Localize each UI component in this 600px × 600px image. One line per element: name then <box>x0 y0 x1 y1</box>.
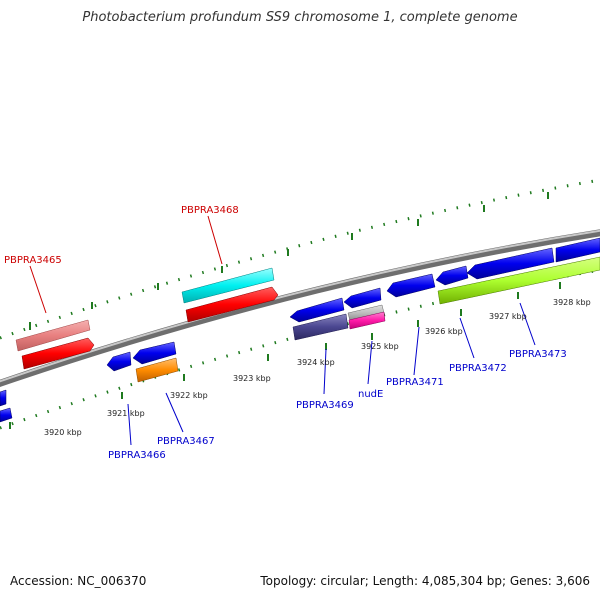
gene-arrow-pbpra3469-navy[interactable] <box>292 313 349 341</box>
gene-arrow-pbpra3473[interactable] <box>466 247 555 280</box>
scale-label: 3925 kbp <box>361 342 399 351</box>
gene-arrow-left-edge[interactable] <box>0 389 7 407</box>
kbp-tick-marks <box>9 282 561 429</box>
gene-arrow-pbpra3465[interactable] <box>21 337 95 370</box>
gene-label-nude[interactable]: nudE <box>358 389 383 400</box>
gene-label-pbpra3466[interactable]: PBPRA3466 <box>108 450 166 461</box>
upper-tick-track <box>0 178 600 340</box>
gene-arrow-pbpra3466[interactable] <box>106 351 132 372</box>
gene-arrow-nude-magenta[interactable] <box>348 311 386 330</box>
map-title: Photobacterium profundum SS9 chromosome … <box>82 10 518 25</box>
gene-arrow-pbpra3473-lime[interactable] <box>437 256 600 305</box>
gene-label-pbpra3469[interactable]: PBPRA3469 <box>296 400 354 411</box>
gene-arrow-pbpra3472[interactable] <box>435 265 469 286</box>
scale-label: 3928 kbp <box>553 298 591 307</box>
scale-label: 3922 kbp <box>170 391 208 400</box>
gene-arrow-pbpra3467-orange[interactable] <box>135 357 179 383</box>
gene-arrow-pbpra3468[interactable] <box>185 286 279 323</box>
scale-label: 3921 kbp <box>107 409 145 418</box>
genome-summary-text: Topology: circular; Length: 4,085,304 bp… <box>260 574 590 588</box>
gene-arrow-pbpra3468-cyan[interactable] <box>181 267 275 304</box>
gene-label-pbpra3467[interactable]: PBPRA3467 <box>157 436 215 447</box>
gene-label-pbpra3468[interactable]: PBPRA3468 <box>181 205 239 216</box>
scale-label: 3923 kbp <box>233 374 271 383</box>
scale-label: 3927 kbp <box>489 312 527 321</box>
gene-arrow-nude[interactable] <box>343 287 382 309</box>
gene-arrow-pbpra3467[interactable] <box>132 341 177 365</box>
upper-tick-marks <box>29 192 549 330</box>
gene-arrow-pbpra3469[interactable] <box>289 297 345 323</box>
scale-label: 3920 kbp <box>44 428 82 437</box>
gene-arrow-pbpra3465-pink[interactable] <box>15 319 91 352</box>
leader-lines <box>29 215 536 446</box>
gene-arrow-pbpra3471[interactable] <box>386 273 436 298</box>
gene-label-pbpra3473[interactable]: PBPRA3473 <box>509 349 567 360</box>
gene-label-pbpra3472[interactable]: PBPRA3472 <box>449 363 507 374</box>
gene-label-pbpra3465[interactable]: PBPRA3465 <box>4 255 62 266</box>
accession-text: Accession: NC_006370 <box>10 574 147 588</box>
scale-label: 3926 kbp <box>425 327 463 336</box>
gene-arrow-edge-top[interactable] <box>555 237 600 263</box>
genome-backbone <box>0 229 600 387</box>
gene-arrow-left-edge-2[interactable] <box>0 407 13 423</box>
scale-label: 3924 kbp <box>297 358 335 367</box>
gene-label-pbpra3471[interactable]: PBPRA3471 <box>386 377 444 388</box>
